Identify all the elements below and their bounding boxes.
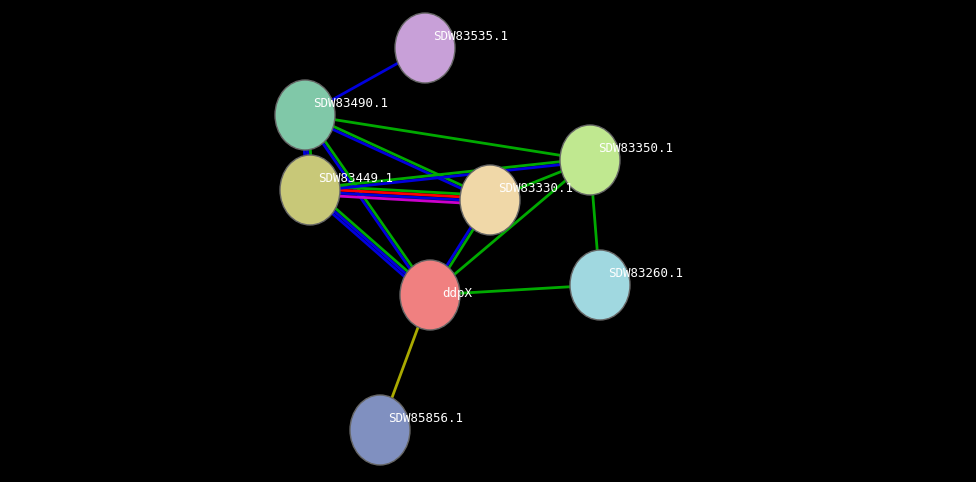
Text: SDW83490.1: SDW83490.1 (313, 97, 388, 110)
Text: SDW83330.1: SDW83330.1 (498, 182, 573, 195)
Ellipse shape (280, 155, 340, 225)
Text: ddpX: ddpX (442, 287, 472, 300)
Ellipse shape (560, 125, 620, 195)
Ellipse shape (350, 395, 410, 465)
Ellipse shape (460, 165, 520, 235)
Text: SDW83350.1: SDW83350.1 (598, 142, 673, 155)
Ellipse shape (395, 13, 455, 83)
Ellipse shape (275, 80, 335, 150)
Text: SDW83535.1: SDW83535.1 (433, 30, 508, 43)
Text: SDW85856.1: SDW85856.1 (388, 412, 463, 425)
Ellipse shape (400, 260, 460, 330)
Ellipse shape (570, 250, 630, 320)
Text: SDW83260.1: SDW83260.1 (608, 267, 683, 280)
Text: SDW83449.1: SDW83449.1 (318, 172, 393, 185)
